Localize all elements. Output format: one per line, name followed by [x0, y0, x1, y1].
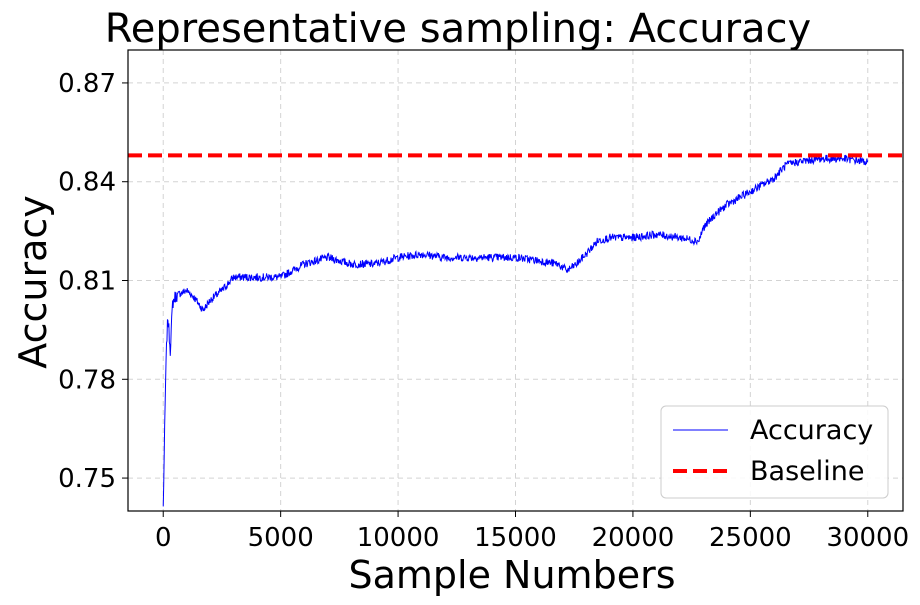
y-tick-label: 0.84: [58, 168, 116, 198]
x-tick-label: 20000: [592, 523, 675, 553]
legend: Accuracy Baseline: [660, 405, 889, 499]
x-tick-label: 25000: [709, 523, 792, 553]
y-tick-label: 0.75: [58, 464, 116, 494]
y-tick-label: 0.87: [58, 69, 116, 99]
legend-baseline-label: Baseline: [750, 456, 864, 487]
legend-box: [660, 405, 889, 499]
y-axis: 0.75 0.78 0.81 0.84 0.87: [58, 69, 128, 494]
plot-area: [128, 153, 903, 507]
y-tick-label: 0.81: [58, 267, 116, 297]
x-tick-label: 0: [155, 523, 172, 553]
grid-lines: [128, 50, 903, 511]
x-tick-label: 10000: [357, 523, 440, 553]
x-tick-label: 5000: [248, 523, 314, 553]
x-tick-label: 15000: [474, 523, 557, 553]
y-tick-label: 0.78: [58, 365, 116, 395]
x-axis: 0 5000 10000 15000 20000 25000 30000: [155, 511, 909, 553]
x-tick-label: 30000: [826, 523, 909, 553]
y-axis-label: Accuracy: [11, 195, 55, 369]
x-axis-label: Sample Numbers: [348, 553, 675, 597]
chart-title: Representative sampling: Accuracy: [105, 6, 811, 52]
accuracy-line: [162, 154, 869, 507]
legend-accuracy-label: Accuracy: [750, 415, 873, 446]
